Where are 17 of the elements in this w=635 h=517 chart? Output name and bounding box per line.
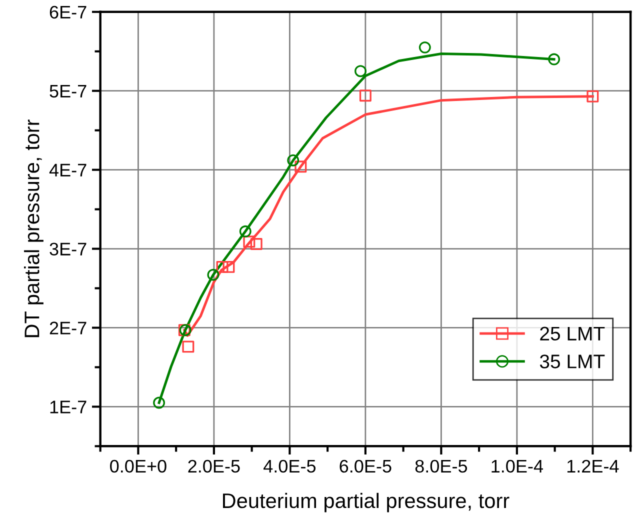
y-tick-label: 4E-7 <box>49 164 86 176</box>
y-axis-title: DT partial pressure, torr <box>24 120 44 338</box>
x-tick-label: 0.0E+0 <box>110 460 166 473</box>
x-tick-label: 1.0E-4 <box>492 460 544 473</box>
y-tick-label: 3E-7 <box>50 242 86 256</box>
x-tick-label: 8.0E-5 <box>415 460 468 473</box>
x-tick-label: 1.2E-4 <box>567 460 619 472</box>
y-tick-label: 1E-7 <box>50 400 86 414</box>
x-axis-title: Deuterium partial pressure, torr <box>223 492 510 512</box>
x-tick-label: 4.0E-5 <box>264 460 316 473</box>
y-tick-label: 2E-7 <box>50 322 86 334</box>
x-tick-label: 2.0E-5 <box>188 460 240 473</box>
legend-label: 25 LMT <box>540 326 605 341</box>
y-tick-label: 5E-7 <box>50 84 86 98</box>
y-tick-label: 6E-7 <box>50 6 86 19</box>
legend-label: 35 LMT <box>540 354 605 368</box>
x-tick-label: 6.0E-5 <box>340 460 392 473</box>
